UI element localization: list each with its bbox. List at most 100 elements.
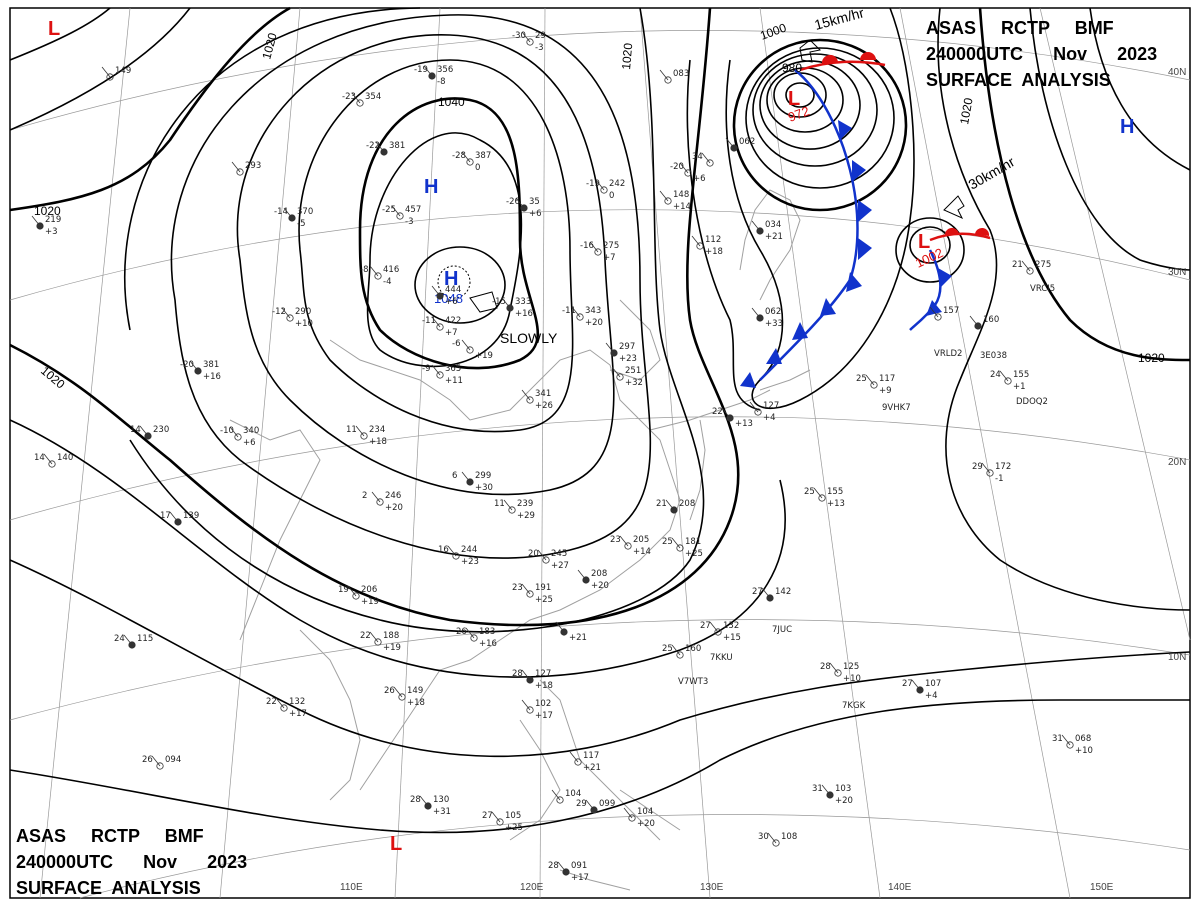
station-circle [496,818,504,826]
wind-barb [501,297,511,309]
station-plot: 16 244 +23 [438,545,479,567]
station-temperature: -19 [586,179,600,189]
station-pressure: 183 [479,627,495,637]
station-tendency: +17 [571,873,589,883]
station-temperature: 23 [512,583,523,593]
isobar-1000 [732,38,908,212]
station-tendency: +25 [505,823,523,833]
station-tendency: +26 [535,401,553,411]
station-pressure: 181 [685,537,701,547]
station-tendency: +18 [535,681,553,691]
station-pressure: 275 [1035,260,1051,270]
station-temperature: -16 [580,241,594,251]
station-plot: 341+26 [521,389,553,411]
station-circle [664,197,672,205]
station-pressure: 132 [723,621,739,631]
station-circle [714,628,722,636]
station-tendency: +19 [383,643,401,653]
station-circle [706,159,714,167]
station-tendency: +23 [619,354,637,364]
station-temperature: 6 [452,471,457,481]
station-pressure: 094 [165,755,181,765]
station-plot: 083 [659,69,689,84]
station-temperature: 31 [812,784,823,794]
station-plot: 6 299 +30 [452,471,493,493]
station-tendency: +13 [827,499,845,509]
station-circle [628,814,636,822]
isobars [9,6,1191,834]
station-plot: 112+18 [691,235,723,257]
isobar-label: 1020 [259,31,280,61]
station-pressure: 343 [585,306,601,316]
station-circle [234,433,242,441]
low-pressure-symbol: L [788,88,800,110]
station-temperature: 22 [360,631,371,641]
station-temperature: 28 [548,861,559,871]
station-temperature: 28 [410,795,421,805]
station-circle [542,556,550,564]
station-plot: 23 191 +25 [512,583,553,605]
wind-barb [749,401,759,413]
station-plot: 11 239 +29 [494,499,535,521]
station-temperature: -11 [562,306,576,316]
station-circle [986,469,994,477]
station-pressure: 139 [183,511,199,521]
station-tendency: +25 [685,549,703,559]
station-tendency: -4 [383,277,391,287]
ship-id: VRLD2 [934,349,962,359]
station-tendency: +6 [693,174,706,184]
station-plot: 104 [551,789,581,804]
wind-barb [491,811,501,823]
station-pressure: 155 [1013,370,1029,380]
station-pressure: 381 [389,141,405,151]
station-pressure: 246 [385,491,401,501]
station-circle [156,762,164,770]
wind-barb [419,795,429,807]
low-pressure-symbol: L [390,833,402,855]
station-pressure: 160 [983,315,999,325]
wind-barb [589,241,599,253]
station-pressure: 234 [369,425,385,435]
station-plot: +21 [555,621,587,643]
station-circle [526,590,534,598]
station-circle [436,371,444,379]
station-circle [1004,377,1012,385]
station-temperature: 2 [362,491,367,501]
wind-barb [721,407,731,419]
ship-id: 3E038 [980,351,1007,361]
station-plot: 22 188 +19 [360,631,401,653]
low-pressure-value: 972 [786,103,812,125]
longitude-label: 120E [520,882,544,893]
wind-barb [671,644,681,656]
station-tendency: +32 [625,378,643,388]
station-temperature: 26 [456,627,467,637]
station-tendency: +11 [445,376,463,386]
wind-barb [283,207,293,219]
station-pressure: 444 [445,285,461,295]
coastlines [229,189,811,891]
wind-barb [371,491,381,503]
isobar-label: 1020 [1138,351,1165,365]
station-plot: -14 370 -5 [274,207,313,229]
station-tendency: +27 [551,561,569,571]
station-circle [574,758,582,766]
wind-barb [503,499,513,511]
station-temperature: 21 [1012,260,1023,270]
high-pressure-symbol: H [444,268,458,290]
wind-barb [751,220,761,232]
wind-barb [821,784,831,796]
station-circle [684,169,692,177]
station-temperature: 34 [692,152,703,162]
station-circle [352,592,360,600]
station-circle [624,542,632,550]
station-circle [508,506,516,514]
latitude-label: 10N [1168,652,1186,663]
wind-barb [701,152,711,164]
header-top: ASAS RCTP BMF 240000UTC Nov 2023 SURFACE… [926,18,1157,90]
station-temperature: -14 [274,207,288,217]
high-center-ring [437,265,471,299]
ship-id: 7KKU [710,653,733,663]
station-pressure: 191 [535,583,551,593]
station-tendency: +14 [633,547,651,557]
warm-front [799,52,991,242]
